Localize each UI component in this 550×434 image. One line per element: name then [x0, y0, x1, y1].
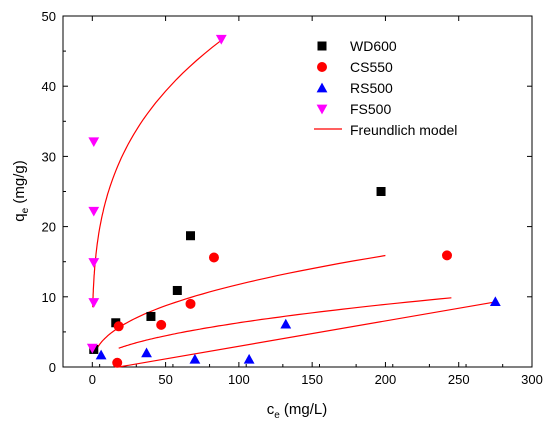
y-tick-label: 40	[42, 79, 56, 94]
fit-line	[118, 301, 497, 368]
data-point	[172, 285, 182, 295]
data-point	[88, 298, 100, 308]
data-point	[113, 321, 124, 332]
y-tick-label: 20	[42, 220, 56, 235]
data-point	[86, 343, 98, 354]
legend-marker	[316, 82, 328, 93]
fit-line	[94, 254, 386, 353]
series-rs500	[95, 296, 501, 364]
legend-label: Freundlich model	[350, 122, 457, 138]
fit-line	[92, 39, 222, 308]
x-tick-label: 150	[301, 372, 323, 387]
data-point	[185, 298, 196, 309]
legend-marker	[317, 62, 327, 72]
x-tick-label: 200	[375, 372, 397, 387]
series-fs500	[86, 34, 227, 354]
series-cs550	[112, 250, 452, 368]
legend-label: WD600	[350, 38, 397, 54]
data-point	[146, 311, 156, 321]
x-tick-label: 300	[521, 372, 543, 387]
legend-marker	[317, 41, 327, 51]
data-point	[441, 250, 452, 261]
legend-label: FS500	[350, 101, 391, 117]
fit-line	[118, 297, 452, 349]
y-tick-label: 50	[42, 9, 56, 24]
x-tick-label: 100	[228, 372, 250, 387]
data-point	[215, 34, 227, 45]
fit-lines	[92, 39, 497, 368]
y-tick-label: 10	[42, 290, 56, 305]
data-point	[280, 318, 292, 329]
legend-label: CS550	[350, 59, 393, 75]
data-point	[376, 187, 386, 196]
data-point	[112, 357, 123, 368]
x-tick-label: 50	[158, 372, 172, 387]
data-point	[95, 349, 107, 360]
x-tick-label: 0	[89, 372, 96, 387]
data-point	[489, 296, 501, 307]
data-point	[141, 347, 152, 358]
data-point	[88, 258, 100, 268]
x-tick-label: 250	[448, 372, 470, 387]
x-axis-title: ce (mg/L)	[267, 401, 328, 421]
legend-label: RS500	[350, 80, 393, 96]
data-point	[88, 206, 100, 217]
legend-marker	[316, 104, 328, 115]
data-points	[86, 34, 501, 368]
y-tick-label: 0	[49, 360, 56, 375]
data-point	[243, 353, 255, 364]
data-point	[186, 231, 196, 241]
data-point	[189, 353, 201, 364]
legend: WD600 CS550 RS500 FS500 Freundlich model	[314, 38, 457, 138]
axis-ticks: 0 50 100 150 200 250 300 0 10 20 30 40 50	[42, 9, 543, 387]
data-point	[208, 252, 219, 263]
y-axis-title: qe (mg/g)	[11, 160, 31, 221]
data-point	[88, 137, 100, 148]
y-tick-label: 30	[42, 149, 56, 164]
data-point	[156, 319, 167, 330]
